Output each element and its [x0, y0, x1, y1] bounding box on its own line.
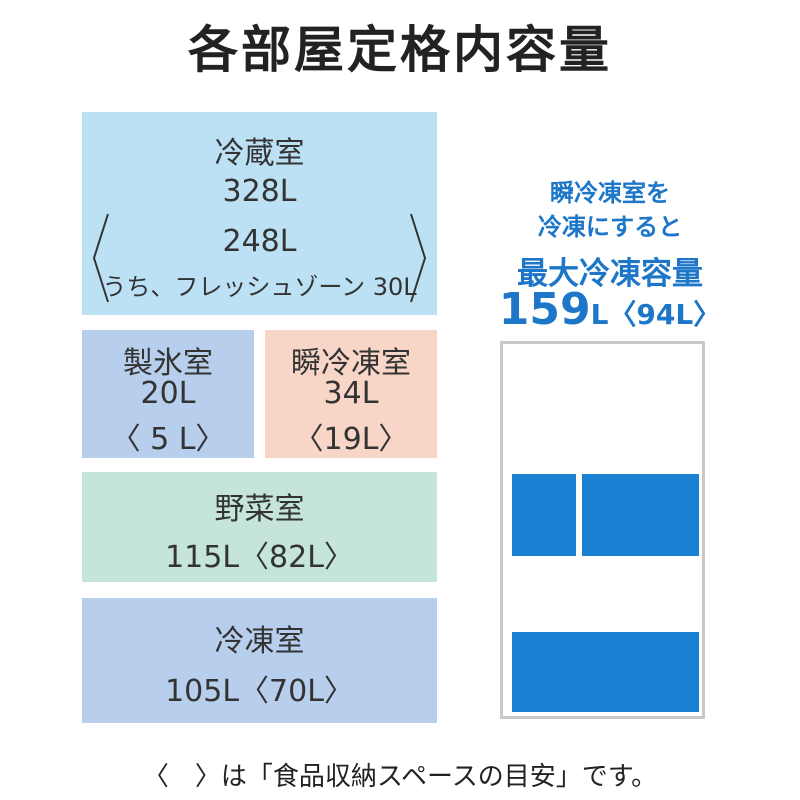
ice-storage: 〈 5 L〉 [110, 422, 226, 457]
footer-note: 〈 〉は「食品収納スペースの目安」です。 [142, 762, 658, 792]
vegetable-name: 野菜室 [214, 492, 305, 527]
flash-capacity: 34L [323, 376, 379, 411]
fridge-outline-diagram [500, 341, 705, 719]
ice-capacity: 20L [140, 376, 196, 411]
left-angle-bracket [92, 213, 109, 303]
fridge-name: 冷蔵室 [214, 136, 305, 171]
diagram-flash-freeze-block [512, 474, 576, 556]
fridge-fresh-zone: うち、フレッシュゾーン 30L [102, 273, 417, 301]
fridge-storage: 248L [222, 224, 297, 259]
fridge-compartment: 冷蔵室 328L 248L うち、フレッシュゾーン 30L [82, 112, 437, 315]
max-freezer-line1: 瞬冷凍室を [550, 179, 670, 207]
flash-name: 瞬冷凍室 [291, 346, 411, 381]
max-freezer-value: 159L〈94L〉 [490, 284, 730, 335]
fridge-capacity: 328L [222, 174, 297, 209]
ice-name: 製氷室 [123, 346, 213, 381]
freezer-compartment: 冷凍室 105L〈70L〉 [82, 598, 437, 723]
flash-storage: 〈19L〉 [293, 422, 409, 457]
diagram-upper-freeze-block [582, 474, 699, 556]
freezer-capacity: 105L〈70L〉 [165, 674, 354, 709]
freezer-name: 冷凍室 [214, 624, 305, 659]
diagram-freezer-block [512, 632, 699, 712]
ice-compartment: 製氷室 20L 〈 5 L〉 [82, 330, 254, 458]
vegetable-capacity: 115L〈82L〉 [165, 540, 354, 575]
flash-freeze-compartment: 瞬冷凍室 34L 〈19L〉 [265, 330, 437, 458]
max-freezer-line2: 冷凍にすると [537, 213, 683, 241]
right-angle-bracket [410, 213, 427, 303]
max-freezer-value-number: 159 [498, 284, 591, 335]
max-freezer-value-unit: L〈94L〉 [590, 298, 722, 331]
max-freezer-heading: 最大冷凍容量 [517, 256, 703, 292]
vegetable-compartment: 野菜室 115L〈82L〉 [82, 472, 437, 582]
page-title: 各部屋定格内容量 [188, 21, 612, 79]
